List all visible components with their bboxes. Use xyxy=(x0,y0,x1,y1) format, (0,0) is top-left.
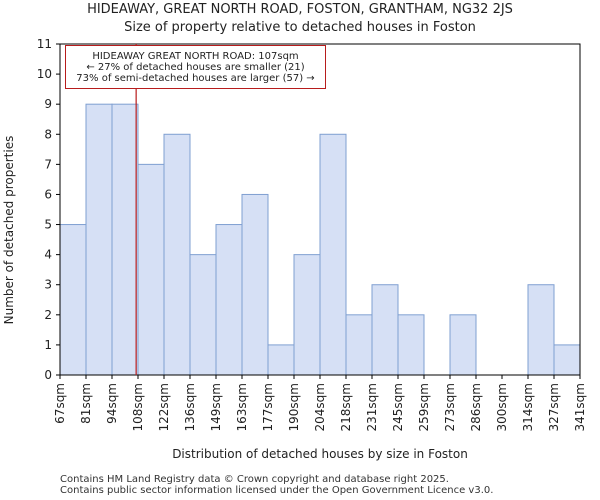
bar-327sqm xyxy=(553,344,581,376)
bar-81sqm xyxy=(85,103,113,376)
y-tick-label: 6 xyxy=(44,187,52,201)
chart-title: HIDEAWAY, GREAT NORTH ROAD, FOSTON, GRAN… xyxy=(87,2,513,17)
x-tick-label: 245sqm xyxy=(391,383,405,431)
x-tick-label: 259sqm xyxy=(417,383,431,431)
bars-group xyxy=(59,103,581,376)
x-tick-label: 341sqm xyxy=(573,383,587,431)
annotation-line-2: ← 27% of detached houses are smaller (21… xyxy=(86,62,305,73)
x-tick-label: 218sqm xyxy=(339,383,353,431)
y-tick-label: 2 xyxy=(44,308,52,322)
x-tick-label: 136sqm xyxy=(183,383,197,431)
y-axis-label: Number of detached properties xyxy=(2,136,16,325)
y-tick-label: 4 xyxy=(44,248,52,262)
y-tick-label: 8 xyxy=(44,127,52,141)
bar-163sqm xyxy=(241,193,269,376)
x-tick-label: 67sqm xyxy=(53,383,67,424)
bar-314sqm xyxy=(527,284,555,376)
bar-190sqm xyxy=(293,254,321,376)
y-tick-label: 5 xyxy=(44,218,52,232)
bar-273sqm xyxy=(449,314,477,376)
x-tick-label: 94sqm xyxy=(105,383,119,424)
y-tick-label: 11 xyxy=(37,37,52,51)
x-axis-label: Distribution of detached houses by size … xyxy=(172,447,468,461)
x-tick-label: 108sqm xyxy=(131,383,145,431)
y-tick-label: 3 xyxy=(44,278,52,292)
bar-245sqm xyxy=(397,314,425,376)
y-tick-label: 9 xyxy=(44,97,52,111)
footer-line-2: Contains public sector information licen… xyxy=(60,485,494,496)
x-tick-label: 327sqm xyxy=(547,383,561,431)
x-tick-label: 314sqm xyxy=(521,383,535,431)
x-tick-label: 204sqm xyxy=(313,383,327,431)
bar-136sqm xyxy=(189,254,217,376)
x-tick-label: 122sqm xyxy=(157,383,171,431)
x-tick-label: 177sqm xyxy=(261,383,275,431)
annotation-line-1: HIDEAWAY GREAT NORTH ROAD: 107sqm xyxy=(92,51,299,62)
bar-177sqm xyxy=(267,344,295,376)
footer-line-1: Contains HM Land Registry data © Crown c… xyxy=(60,474,449,485)
bar-94sqm xyxy=(111,103,139,376)
x-tick-label: 273sqm xyxy=(443,383,457,431)
annotation-line-3: 73% of semi-detached houses are larger (… xyxy=(76,73,315,84)
x-tick-label: 163sqm xyxy=(235,383,249,431)
y-tick-label: 1 xyxy=(44,338,52,352)
bar-108sqm xyxy=(137,163,165,376)
bar-231sqm xyxy=(371,284,399,376)
x-tick-label: 149sqm xyxy=(209,383,223,431)
x-tick-label: 190sqm xyxy=(287,383,301,431)
property-annotation: HIDEAWAY GREAT NORTH ROAD: 107sqm ← 27% … xyxy=(65,45,326,89)
x-ticks-group: 67sqm 81sqm 94sqm 108sqm 122sqm 136sqm 149sqm 1… xyxy=(53,375,587,431)
y-ticks-group: 0 1 2 3 4 5 6 7 8 9 10 11 xyxy=(37,37,60,382)
bar-218sqm xyxy=(345,314,373,376)
bar-122sqm xyxy=(163,133,191,376)
x-tick-label: 300sqm xyxy=(495,383,509,431)
chart-subtitle: Size of property relative to detached ho… xyxy=(124,20,476,35)
y-tick-label: 0 xyxy=(44,368,52,382)
bar-204sqm xyxy=(319,133,347,376)
y-tick-label: 7 xyxy=(44,157,52,171)
bar-149sqm xyxy=(215,224,243,376)
x-tick-label: 231sqm xyxy=(365,383,379,431)
bar-67sqm xyxy=(59,224,87,376)
y-tick-label: 10 xyxy=(37,67,52,81)
x-tick-label: 81sqm xyxy=(79,383,93,424)
x-tick-label: 286sqm xyxy=(469,383,483,431)
